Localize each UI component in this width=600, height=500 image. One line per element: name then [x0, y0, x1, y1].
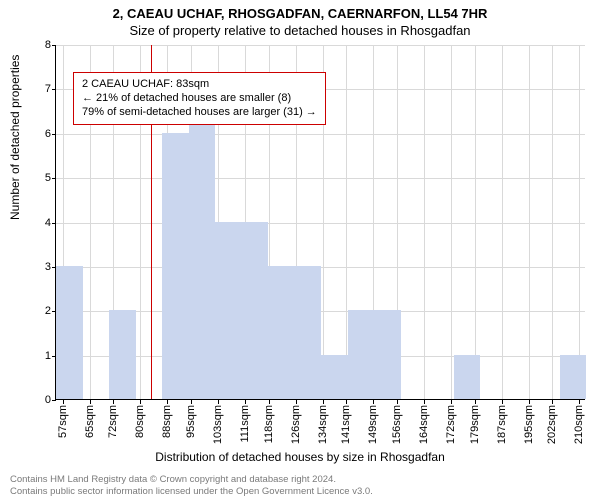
histogram-bar [215, 222, 242, 400]
histogram-bar [109, 310, 136, 399]
ytick-label: 4 [31, 217, 51, 229]
ytick-label: 2 [31, 305, 51, 317]
gridline-h [56, 223, 585, 224]
title-address: 2, CAEAU UCHAF, RHOSGADFAN, CAERNARFON, … [0, 6, 600, 21]
ytick-label: 7 [31, 83, 51, 95]
ytick-mark [52, 89, 56, 90]
gridline-h [56, 178, 585, 179]
xtick-mark [63, 400, 64, 404]
histogram-bar [56, 266, 83, 399]
ytick-mark [52, 134, 56, 135]
xtick-label: 72sqm [107, 405, 119, 438]
xtick-mark [90, 400, 91, 404]
xtick-label: 187sqm [496, 405, 508, 444]
annotation-line3: 79% of semi-detached houses are larger (… [82, 105, 317, 119]
histogram-bar [162, 133, 189, 399]
xtick-mark [475, 400, 476, 404]
gridline-v [529, 45, 530, 399]
gridline-v [552, 45, 553, 399]
xtick-label: 126sqm [290, 405, 302, 444]
histogram-bar [454, 355, 481, 399]
xtick-label: 57sqm [57, 405, 69, 438]
annotation-line2: ← 21% of detached houses are smaller (8) [82, 91, 317, 105]
ytick-mark [52, 45, 56, 46]
xtick-mark [245, 400, 246, 404]
histogram-bar [268, 266, 295, 399]
ytick-mark [52, 400, 56, 401]
annotation-box: 2 CAEAU UCHAF: 83sqm ← 21% of detached h… [73, 72, 326, 125]
xtick-mark [323, 400, 324, 404]
xtick-mark [502, 400, 503, 404]
gridline-v [579, 45, 580, 399]
xtick-label: 88sqm [161, 405, 173, 438]
ytick-label: 5 [31, 172, 51, 184]
xtick-mark [218, 400, 219, 404]
xtick-label: 149sqm [367, 405, 379, 444]
footer-line2: Contains public sector information licen… [10, 486, 373, 498]
ytick-mark [52, 223, 56, 224]
xtick-mark [552, 400, 553, 404]
xtick-label: 195sqm [523, 405, 535, 444]
gridline-v [451, 45, 452, 399]
xtick-mark [579, 400, 580, 404]
gridline-v [475, 45, 476, 399]
ytick-mark [52, 178, 56, 179]
xtick-mark [529, 400, 530, 404]
ytick-label: 3 [31, 261, 51, 273]
xtick-label: 80sqm [134, 405, 146, 438]
xtick-mark [346, 400, 347, 404]
ytick-label: 6 [31, 128, 51, 140]
histogram-bar [374, 310, 401, 399]
histogram-bar [189, 88, 216, 399]
histogram-bar [560, 355, 587, 399]
gridline-v [502, 45, 503, 399]
xtick-mark [167, 400, 168, 404]
footer-line1: Contains HM Land Registry data © Crown c… [10, 474, 373, 486]
xtick-mark [269, 400, 270, 404]
x-axis-label: Distribution of detached houses by size … [0, 450, 600, 464]
xtick-label: 111sqm [239, 405, 251, 443]
chart-title-block: 2, CAEAU UCHAF, RHOSGADFAN, CAERNARFON, … [0, 0, 600, 38]
xtick-label: 164sqm [418, 405, 430, 444]
xtick-mark [424, 400, 425, 404]
histogram-bar [295, 266, 322, 399]
annotation-line1: 2 CAEAU UCHAF: 83sqm [82, 77, 317, 91]
xtick-label: 103sqm [212, 405, 224, 444]
xtick-label: 95sqm [185, 405, 197, 438]
ytick-label: 8 [31, 39, 51, 51]
gridline-v [424, 45, 425, 399]
xtick-label: 118sqm [263, 405, 275, 443]
xtick-mark [140, 400, 141, 404]
xtick-label: 202sqm [546, 405, 558, 444]
xtick-mark [373, 400, 374, 404]
xtick-mark [191, 400, 192, 404]
histogram-bar [321, 355, 348, 399]
xtick-mark [113, 400, 114, 404]
xtick-mark [296, 400, 297, 404]
histogram-bar [348, 310, 375, 399]
xtick-label: 65sqm [84, 405, 96, 438]
gridline-h [56, 45, 585, 46]
xtick-label: 179sqm [469, 405, 481, 444]
xtick-label: 210sqm [573, 405, 585, 444]
ytick-label: 1 [31, 350, 51, 362]
xtick-mark [397, 400, 398, 404]
xtick-label: 172sqm [445, 405, 457, 444]
histogram-bar [242, 222, 269, 400]
footer-attribution: Contains HM Land Registry data © Crown c… [10, 474, 373, 498]
y-axis-label: Number of detached properties [8, 55, 22, 220]
xtick-label: 141sqm [340, 405, 352, 444]
xtick-label: 156sqm [391, 405, 403, 444]
ytick-label: 0 [31, 394, 51, 406]
xtick-mark [451, 400, 452, 404]
gridline-h [56, 134, 585, 135]
chart-area: 01234567857sqm65sqm72sqm80sqm88sqm95sqm1… [55, 45, 585, 400]
title-subtitle: Size of property relative to detached ho… [0, 23, 600, 38]
xtick-label: 134sqm [317, 405, 329, 444]
